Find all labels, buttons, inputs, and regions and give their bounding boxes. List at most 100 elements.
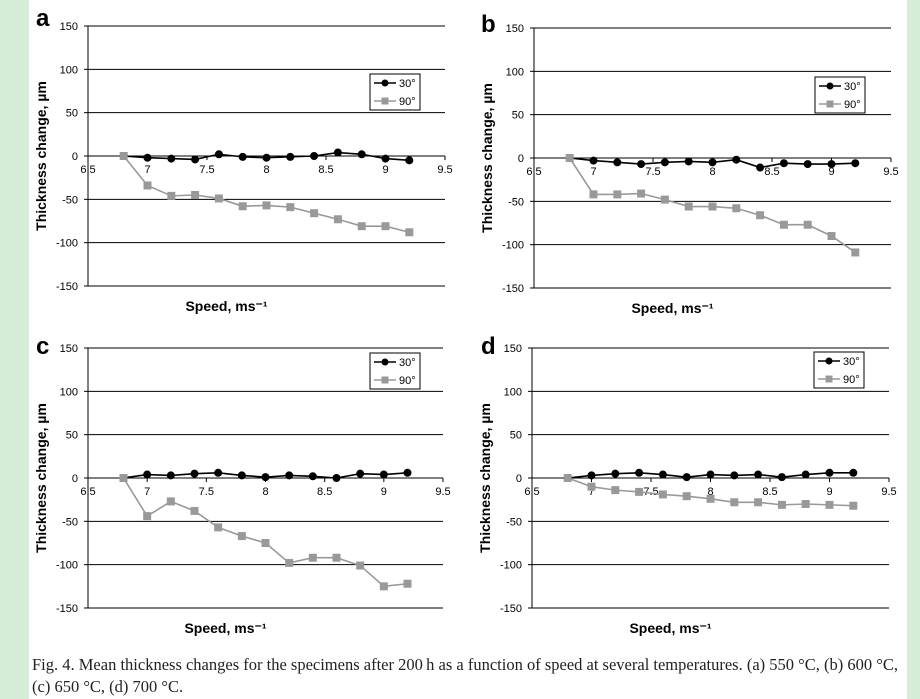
- chart-a-point-2: [214, 194, 223, 203]
- chart-c-point-1: [379, 470, 388, 479]
- chart-b-panel-label: b: [481, 11, 496, 38]
- chart-a-y-axis-title: Thickness change, µm: [33, 81, 49, 231]
- chart-c-point-2: [143, 512, 152, 521]
- chart-d-point-2: [658, 490, 667, 499]
- chart-a-point-2: [357, 222, 366, 231]
- chart-a-point-1: [191, 155, 200, 164]
- chart-d-point-1: [777, 473, 786, 482]
- chart-b-point-2: [613, 190, 622, 199]
- chart-d-point-2: [849, 501, 858, 510]
- chart-a-y-tick-label: 100: [60, 64, 78, 76]
- chart-b-y-tick-label: 0: [518, 153, 524, 165]
- chart-b-legend-label-1: 30°: [844, 81, 861, 93]
- chart-a-y-tick-label: 50: [66, 108, 78, 120]
- chart-b-x-tick-label: 6.5: [526, 166, 541, 178]
- chart-d-point-1: [849, 468, 858, 477]
- chart-b-point-1: [732, 155, 741, 164]
- chart-b-point-2: [732, 204, 741, 213]
- chart-c-point-1: [261, 473, 270, 482]
- chart-b-x-tick-label: 7: [590, 166, 596, 178]
- chart-c-y-tick-label: 150: [60, 343, 78, 355]
- chart-d-point-1: [754, 470, 763, 479]
- chart-c-panel-label: c: [36, 333, 49, 360]
- chart-d-point-1: [682, 473, 691, 482]
- chart-d-y-axis-title: Thickness change, µm: [477, 403, 493, 553]
- chart-a-point-2: [143, 181, 152, 190]
- chart-b-legend-label-2: 90°: [844, 99, 861, 111]
- chart-c-x-tick-label: 8: [262, 486, 268, 498]
- chart-d-point-2: [730, 498, 739, 507]
- chart-a-x-tick-label: 8: [263, 164, 269, 176]
- chart-a-point-2: [286, 203, 295, 212]
- chart-a-legend-label-1: 30°: [399, 78, 416, 90]
- chart-a-point-2: [381, 222, 390, 231]
- chart-b-x-axis-title: Speed, ms⁻¹: [631, 300, 713, 316]
- chart-a-y-tick-label: -100: [56, 238, 78, 250]
- chart-d-point-2: [777, 500, 786, 509]
- chart-b-point-2: [565, 154, 574, 162]
- chart-d-legend-box: [813, 351, 865, 389]
- chart-a-point-1: [262, 153, 271, 162]
- chart-a-x-tick-label: 8.5: [318, 164, 333, 176]
- chart-d-y-tick-label: -100: [500, 560, 522, 572]
- chart-c-point-1: [403, 468, 412, 477]
- chart-a-legend-box: [369, 73, 421, 111]
- chart-d-y-tick-label: 100: [504, 386, 522, 398]
- chart-a-point-1: [333, 148, 342, 157]
- chart-b-point-1: [637, 160, 646, 169]
- chart-a-legend-label-2: 90°: [399, 96, 416, 108]
- chart-a-point-1: [167, 154, 176, 163]
- chart-c-point-2: [261, 539, 270, 547]
- chart-d-x-tick-label: 7.5: [643, 486, 658, 498]
- chart-a-y-tick-label: -50: [62, 194, 78, 206]
- chart-d-x-tick-label: 9: [826, 486, 832, 498]
- chart-d-point-2: [682, 492, 691, 501]
- chart-a-point-1: [381, 154, 390, 163]
- chart-c-legend-marker-2: [381, 376, 389, 384]
- chart-b-point-2: [803, 220, 812, 229]
- chart-c-x-tick-label: 9.5: [435, 486, 450, 498]
- chart-c-point-2: [332, 553, 341, 562]
- chart-a-x-tick-label: 7.5: [199, 164, 214, 176]
- chart-c-point-1: [308, 472, 317, 481]
- chart-c-point-2: [285, 558, 294, 567]
- chart-c-legend-box: [369, 352, 421, 390]
- chart-b-point-1: [684, 157, 693, 166]
- chart-d-x-tick-label: 9.5: [881, 486, 896, 498]
- chart-d-legend-label-1: 30°: [843, 356, 860, 368]
- chart-b-x-tick-label: 8: [709, 166, 715, 178]
- chart-b-point-2: [589, 190, 598, 199]
- chart-c-point-1: [190, 469, 199, 478]
- figure-panel: [29, 0, 907, 699]
- chart-d-x-tick-label: 8.5: [762, 486, 777, 498]
- chart-c-point-2: [403, 579, 412, 588]
- chart-a-point-1: [405, 156, 414, 165]
- chart-b-y-tick-label: -50: [508, 196, 524, 208]
- chart-a-point-1: [238, 152, 247, 161]
- chart-a-point-1: [357, 150, 366, 159]
- chart-c-y-axis-title: Thickness change, µm: [33, 403, 49, 553]
- chart-c-x-tick-label: 6.5: [80, 486, 95, 498]
- chart-d-y-tick-label: 150: [504, 343, 522, 355]
- chart-c-y-tick-label: 0: [72, 473, 78, 485]
- chart-a-point-2: [191, 191, 200, 199]
- chart-d-y-tick-label: 50: [510, 430, 522, 442]
- chart-c-point-2: [379, 582, 388, 591]
- chart-b-point-2: [708, 202, 717, 211]
- chart-a-legend-marker-1: [381, 79, 389, 87]
- chart-c-point-2: [237, 532, 246, 541]
- chart-b-point-2: [637, 189, 646, 198]
- chart-b-y-tick-label: 150: [506, 23, 524, 35]
- chart-b-point-1: [803, 160, 812, 169]
- chart-d-x-tick-label: 6.5: [524, 486, 539, 498]
- chart-c-point-2: [214, 523, 223, 532]
- chart-a-point-2: [405, 228, 414, 237]
- chart-d-legend-label-2: 90°: [843, 374, 860, 386]
- chart-a-x-tick-label: 7: [144, 164, 150, 176]
- chart-c-y-tick-label: -50: [62, 516, 78, 528]
- chart-b-point-2: [779, 220, 788, 229]
- chart-a-x-axis-title: Speed, ms⁻¹: [185, 298, 267, 314]
- chart-b-point-2: [684, 202, 693, 211]
- chart-a-point-1: [143, 153, 152, 162]
- chart-b-x-tick-label: 8.5: [764, 166, 779, 178]
